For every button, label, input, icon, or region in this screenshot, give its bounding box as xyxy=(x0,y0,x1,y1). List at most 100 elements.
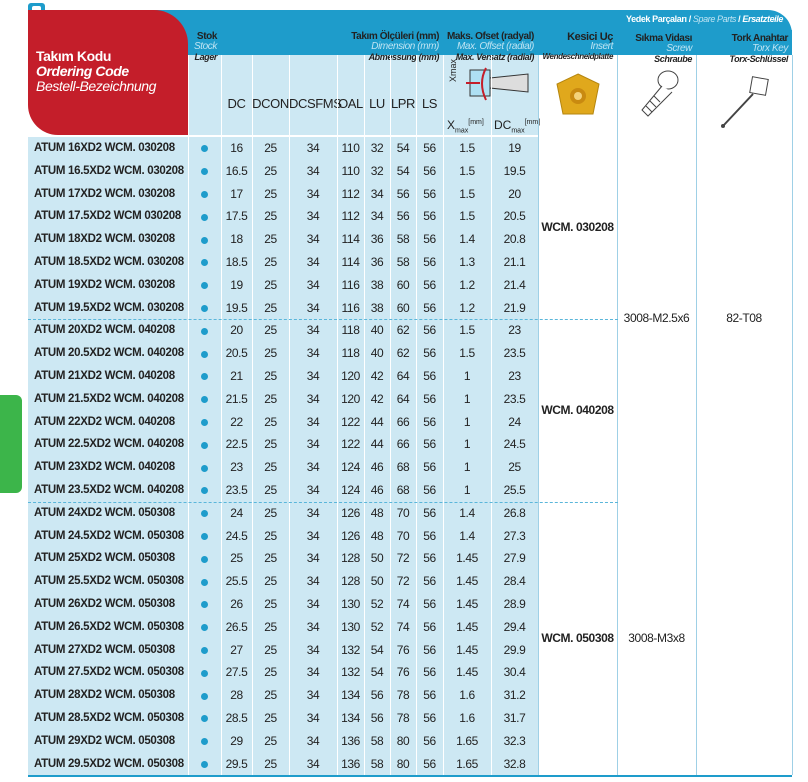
cell-dc: 25.5 xyxy=(225,574,248,589)
table-row: ATUM 20.5XD2 WCM. 040208 20.5 25 34 118 40 62 5… xyxy=(28,342,538,365)
table-row: ATUM 18XD2 WCM. 030208 18 25 34 114 36 58 56 1.4… xyxy=(28,228,538,251)
cell-xmax: 1.6 xyxy=(459,711,475,725)
column-divider xyxy=(337,55,338,776)
cell-code: ATUM 21.5XD2 WCM. 040208 xyxy=(34,392,184,405)
cell-dcon: 25 xyxy=(264,528,277,543)
in-stock-dot-icon xyxy=(201,259,208,267)
cell-dcon: 25 xyxy=(264,505,277,520)
cell-stock xyxy=(188,502,221,525)
table-body-bg xyxy=(28,137,538,776)
cell-oal: 116 xyxy=(341,277,360,292)
section-tab[interactable] xyxy=(0,395,22,493)
cell-dcmax: 28.4 xyxy=(503,574,526,589)
cell-ls: 56 xyxy=(423,391,436,406)
insert-code: WCM. 050308 xyxy=(541,630,614,645)
cell-dcsfms: 34 xyxy=(306,346,320,361)
table-row: ATUM 26.5XD2 WCM. 050308 26.5 25 34 130 52 74 5… xyxy=(28,616,538,639)
table-row: ATUM 21.5XD2 WCM. 040208 21.5 25 34 120 42 64 5… xyxy=(28,388,538,411)
cell-lpr: 74 xyxy=(396,597,410,611)
cell-dcsfms: 34 xyxy=(306,597,320,611)
cell-lu: 56 xyxy=(370,688,384,703)
screw-de: Schraube xyxy=(654,54,692,64)
cell-ls: 56 xyxy=(423,186,436,201)
cell-dcsfms: 34 xyxy=(306,369,320,383)
cell-ls: 56 xyxy=(423,528,436,543)
cell-lu: 40 xyxy=(370,346,384,361)
cell-dcmax: 32.3 xyxy=(503,733,526,748)
in-stock-dot-icon xyxy=(201,304,208,312)
cell-lu: 42 xyxy=(370,391,384,406)
in-stock-dot-icon xyxy=(201,738,208,746)
code-title-de: Bestell-Bezeichnung xyxy=(36,78,157,94)
stock-de: Lager xyxy=(194,52,217,62)
cell-xmax: 1.45 xyxy=(456,551,478,566)
cell-dcon: 25 xyxy=(264,414,277,429)
cell-oal: 118 xyxy=(341,346,360,361)
cell-dcmax: 25.5 xyxy=(503,483,526,497)
cell-stock xyxy=(188,205,221,228)
cell-dcsfms: 34 xyxy=(306,300,320,315)
cell-code: ATUM 20XD2 WCM. 040208 xyxy=(34,324,175,337)
cell-dcon: 25 xyxy=(264,141,277,155)
cell-lpr: 80 xyxy=(396,756,410,771)
cell-stock xyxy=(188,684,221,707)
cell-dcon: 25 xyxy=(264,756,277,771)
cell-dcon: 25 xyxy=(264,597,277,611)
in-stock-dot-icon xyxy=(201,669,208,677)
cell-ls: 56 xyxy=(423,460,436,475)
in-stock-dot-icon xyxy=(201,487,208,495)
cell-oal: 122 xyxy=(341,437,360,452)
in-stock-dot-icon xyxy=(201,373,208,381)
cell-xmax: 1 xyxy=(463,483,471,497)
cell-code: ATUM 27.5XD2 WCM. 050308 xyxy=(34,666,184,679)
table-row: ATUM 27.5XD2 WCM. 050308 27.5 25 34 132 54 76 5… xyxy=(28,661,538,684)
cell-dcon: 25 xyxy=(264,209,277,224)
cell-code: ATUM 28.5XD2 WCM. 050308 xyxy=(34,712,184,724)
insert-tr: Kesici Uç xyxy=(567,31,613,43)
in-stock-dot-icon xyxy=(201,441,208,449)
cell-oal: 136 xyxy=(341,733,360,748)
column-header-dcsfms: DCSFMS xyxy=(289,96,342,111)
cell-ls: 56 xyxy=(423,209,436,224)
stock-tr: Stok xyxy=(196,31,217,42)
cell-dcsfms: 34 xyxy=(306,665,320,680)
cell-dcon: 25 xyxy=(264,346,277,361)
cell-stock xyxy=(188,616,221,639)
cell-code: ATUM 18.5XD2 WCM. 030208 xyxy=(34,256,184,268)
table-row: ATUM 19.5XD2 WCM. 030208 19.5 25 34 116 38 60 5… xyxy=(28,297,538,320)
cell-stock xyxy=(188,593,221,616)
cell-stock xyxy=(188,365,221,388)
cell-oal: 126 xyxy=(341,505,360,520)
cell-dcmax: 23 xyxy=(508,323,521,338)
ordering-code-header: Takım Kodu Ordering Code Bestell-Bezeich… xyxy=(28,10,188,135)
cell-oal: 114 xyxy=(341,232,360,247)
cell-dcsfms: 34 xyxy=(306,277,320,292)
cell-lu: 32 xyxy=(370,163,384,178)
cell-ls: 56 xyxy=(423,551,436,566)
cell-stock xyxy=(188,730,221,753)
table-row: ATUM 25XD2 WCM. 050308 25 25 34 128 50 72 56 1.4… xyxy=(28,547,538,570)
cell-xmax: 1.6 xyxy=(459,688,475,703)
cell-stock xyxy=(188,547,221,570)
cell-stock xyxy=(188,525,221,548)
cell-ls: 56 xyxy=(423,414,436,429)
insert-code: WCM. 030208 xyxy=(541,220,614,235)
cell-dcon: 25 xyxy=(264,255,277,269)
cell-xmax: 1.5 xyxy=(459,209,475,224)
dcmax-label: DCmax[mm] xyxy=(494,118,541,135)
dimension-de: Abmessung (mm) xyxy=(368,52,440,62)
cell-xmax: 1 xyxy=(463,369,471,383)
cell-ls: 56 xyxy=(423,756,436,771)
in-stock-dot-icon xyxy=(201,213,208,221)
table-row: ATUM 28XD2 WCM. 050308 28 25 34 134 56 78 56 1.6… xyxy=(28,684,538,707)
cell-code: ATUM 23.5XD2 WCM. 040208 xyxy=(34,484,184,496)
cell-oal: 126 xyxy=(341,528,360,543)
stock-en: Stock xyxy=(193,41,217,52)
cell-xmax: 1.3 xyxy=(459,255,475,269)
cell-dcsfms: 34 xyxy=(306,505,320,520)
cell-lu: 48 xyxy=(370,528,384,543)
cell-ls: 56 xyxy=(423,619,436,634)
table-row: ATUM 28.5XD2 WCM. 050308 28.5 25 34 134 56 78 5… xyxy=(28,707,538,730)
in-stock-dot-icon xyxy=(201,646,208,654)
cell-xmax: 1.4 xyxy=(459,232,475,247)
